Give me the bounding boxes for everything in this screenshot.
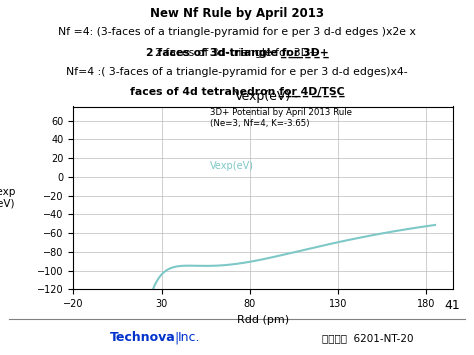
Text: 2 faces of 3d-triangle f̲o̲r̲ ̲3̲D̲+̲: 2 faces of 3d-triangle f̲o̲r̲ ̲3̲D̲+̲ <box>146 48 328 58</box>
Text: faces of 4d tetrahedron f̲o̲r̲ ̲4̲D̲/̲T̲S̲C̲: faces of 4d tetrahedron f̲o̲r̲ ̲4̲D̲/̲T̲… <box>130 86 344 97</box>
Y-axis label: Vexp
(eV): Vexp (eV) <box>0 187 17 209</box>
Text: Nf =4: (3-faces of a triangle-pyramid for e per 3 d-d edges )x2e x: Nf =4: (3-faces of a triangle-pyramid fo… <box>58 27 416 37</box>
Text: |: | <box>174 331 178 344</box>
Text: 2 faces of 3d-triangle for 3D+: 2 faces of 3d-triangle for 3D+ <box>146 48 328 58</box>
Text: 2 faces of 3d-triangle for 3D+: 2 faces of 3d-triangle for 3D+ <box>155 48 319 58</box>
Text: テクノバ  6201-NT-20: テクノバ 6201-NT-20 <box>322 333 414 343</box>
Text: Nf=4 :( 3-faces of a triangle-pyramid for e per 3 d-d edges)x4-: Nf=4 :( 3-faces of a triangle-pyramid fo… <box>66 67 408 77</box>
Text: 3D+ Potential by April 2013 Rule
(Ne=3, Nf=4, K=-3.65): 3D+ Potential by April 2013 Rule (Ne=3, … <box>210 108 352 128</box>
X-axis label: Rdd (pm): Rdd (pm) <box>237 315 289 324</box>
Text: Technova: Technova <box>109 331 175 344</box>
Text: Vexp(eV): Vexp(eV) <box>210 161 254 171</box>
Text: 41: 41 <box>444 299 460 312</box>
Text: New Nf Rule by April 2013: New Nf Rule by April 2013 <box>150 7 324 20</box>
Text: Inc.: Inc. <box>178 331 200 344</box>
Title: Vexp(eV): Vexp(eV) <box>235 89 291 103</box>
